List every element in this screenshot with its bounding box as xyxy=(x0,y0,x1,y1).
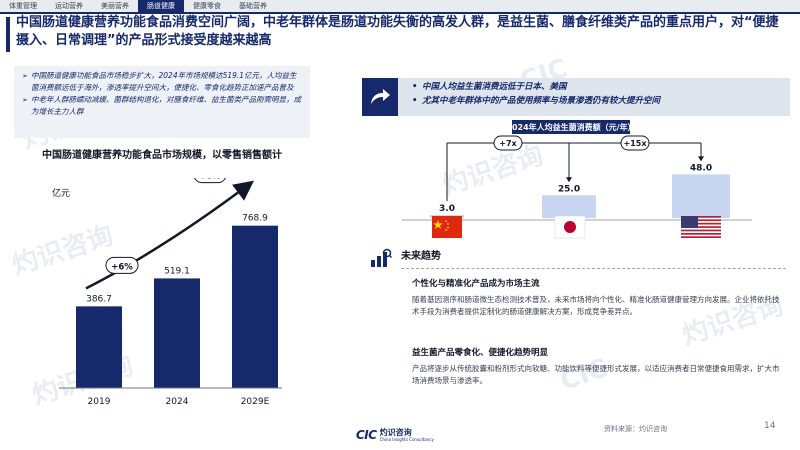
logo-mark: CIC xyxy=(356,428,377,442)
right-chart-title-bg xyxy=(512,120,630,134)
bracket-arrowhead xyxy=(566,177,572,183)
source-note: 资料来源：灼识咨询 xyxy=(604,425,667,433)
usa-flag-icon xyxy=(681,216,721,238)
trend-heading: 个性化与精准化产品成为市场主流 xyxy=(412,279,540,289)
trend-text: 随着基因测序和肠道微生态检测技术普及，未来市场将向个性化、精准化肠道健康管理方向… xyxy=(412,295,780,316)
right-chart-bar xyxy=(542,195,596,218)
left-bullet: 中老年人群肠蠕动减缓、菌群结构退化，对膳食纤维、益生菌类产品刚需明显，成为增长主… xyxy=(22,94,304,118)
left-chart-ylabel: 亿元 xyxy=(52,187,70,199)
left-chart-category-label: 2024 xyxy=(166,397,189,407)
nav-tab[interactable]: 肠道健康 xyxy=(138,0,184,12)
left-chart-bar xyxy=(154,278,200,388)
left-chart-value-label: 768.9 xyxy=(242,214,268,224)
top-nav: 体重管理 运动营养 美丽营养 肠道健康 健康零食 基础营养 xyxy=(0,0,800,12)
nav-tab[interactable]: 体重管理 xyxy=(9,2,37,10)
right-chart-value-label: 3.0 xyxy=(439,204,455,214)
trend-heading: 益生菌产品零食化、便捷化趋势明显 xyxy=(412,348,549,358)
title-accent-bar xyxy=(6,17,10,52)
trend-chart-icon xyxy=(371,248,392,267)
trend-text: 产品将逐步从传统胶囊和粉剂形式向软糖、功能饮料等便捷形式发展，以适应消费者日常便… xyxy=(412,364,780,385)
left-summary-box: 中国肠道健康功能食品市场稳步扩大，2024年市场规模达519.1亿元，人均益生菌… xyxy=(14,66,310,138)
left-chart-bar xyxy=(232,225,278,388)
growth-rate-label: +6% xyxy=(111,262,133,272)
nav-tab[interactable]: 基础营养 xyxy=(239,2,267,10)
growth-rate-label: +8% xyxy=(199,178,221,182)
right-bullet: 尤其中老年群体中的产品使用频率与场景渗透仍有较大提升空间 xyxy=(412,94,792,108)
left-chart-title: 中国肠道健康营养功能食品市场规模，以零售销售额计 xyxy=(42,150,282,161)
multiplier-pill xyxy=(620,135,650,151)
page-title: 中国肠道健康营养功能食品消费空间广阔，中老年群体是肠道功能失衡的高发人群，是益生… xyxy=(16,15,779,48)
right-summary-list: 中国人均益生菌消费远低于日本、美国 尤其中老年群体中的产品使用频率与场景渗透仍有… xyxy=(412,80,792,108)
footer-logo: CIC 灼识咨询 China Insights Consultancy xyxy=(356,428,434,442)
future-trends-title: 未来趋势 xyxy=(401,251,441,262)
trend-divider xyxy=(401,268,786,269)
growth-rate-pill xyxy=(194,178,226,184)
share-icon xyxy=(362,78,398,116)
right-chart-bar xyxy=(672,174,730,218)
logo-en: China Insights Consultancy xyxy=(379,437,434,442)
right-bullet: 中国人均益生菌消费远低于日本、美国 xyxy=(412,80,792,94)
left-chart-category-label: 2019 xyxy=(88,397,111,407)
multiplier-pill xyxy=(493,135,523,151)
per-capita-chart: 2024年人均益生菌消费额（元/年） 3.0 25.0 48.0 +7x +15x xyxy=(402,120,752,239)
logo-cn: 灼识咨询 xyxy=(379,428,412,437)
right-chart-value-label: 48.0 xyxy=(690,163,712,173)
nav-accent-line xyxy=(0,12,800,14)
multiplier-label: +15x xyxy=(624,139,648,148)
japan-flag-icon xyxy=(554,215,586,239)
left-chart-category-label: 2029E xyxy=(241,397,270,407)
left-chart-bar xyxy=(76,306,122,388)
multiplier-label: +7x xyxy=(499,139,517,148)
nav-tab[interactable]: 健康零食 xyxy=(193,2,221,10)
page-number: 14 xyxy=(764,421,776,431)
growth-arrow xyxy=(85,180,254,290)
nav-tab[interactable]: 美丽营养 xyxy=(101,2,129,10)
left-bullet: 中国肠道健康功能食品市场稳步扩大，2024年市场规模达519.1亿元，人均益生菌… xyxy=(22,70,304,94)
market-size-chart: 亿元 386.7 2019 519.1 2024 768.9 2029E +6% +8% xyxy=(52,178,282,407)
china-flag-icon xyxy=(432,216,462,238)
nav-tab[interactable]: 运动营养 xyxy=(55,2,83,10)
right-chart-title: 2024年人均益生菌消费额（元/年） xyxy=(506,122,635,132)
growth-rate-pill xyxy=(105,256,139,274)
left-chart-value-label: 386.7 xyxy=(86,294,112,304)
left-chart-value-label: 519.1 xyxy=(164,266,190,276)
right-chart-value-label: 25.0 xyxy=(558,184,580,194)
bracket-arrowhead xyxy=(698,156,704,162)
